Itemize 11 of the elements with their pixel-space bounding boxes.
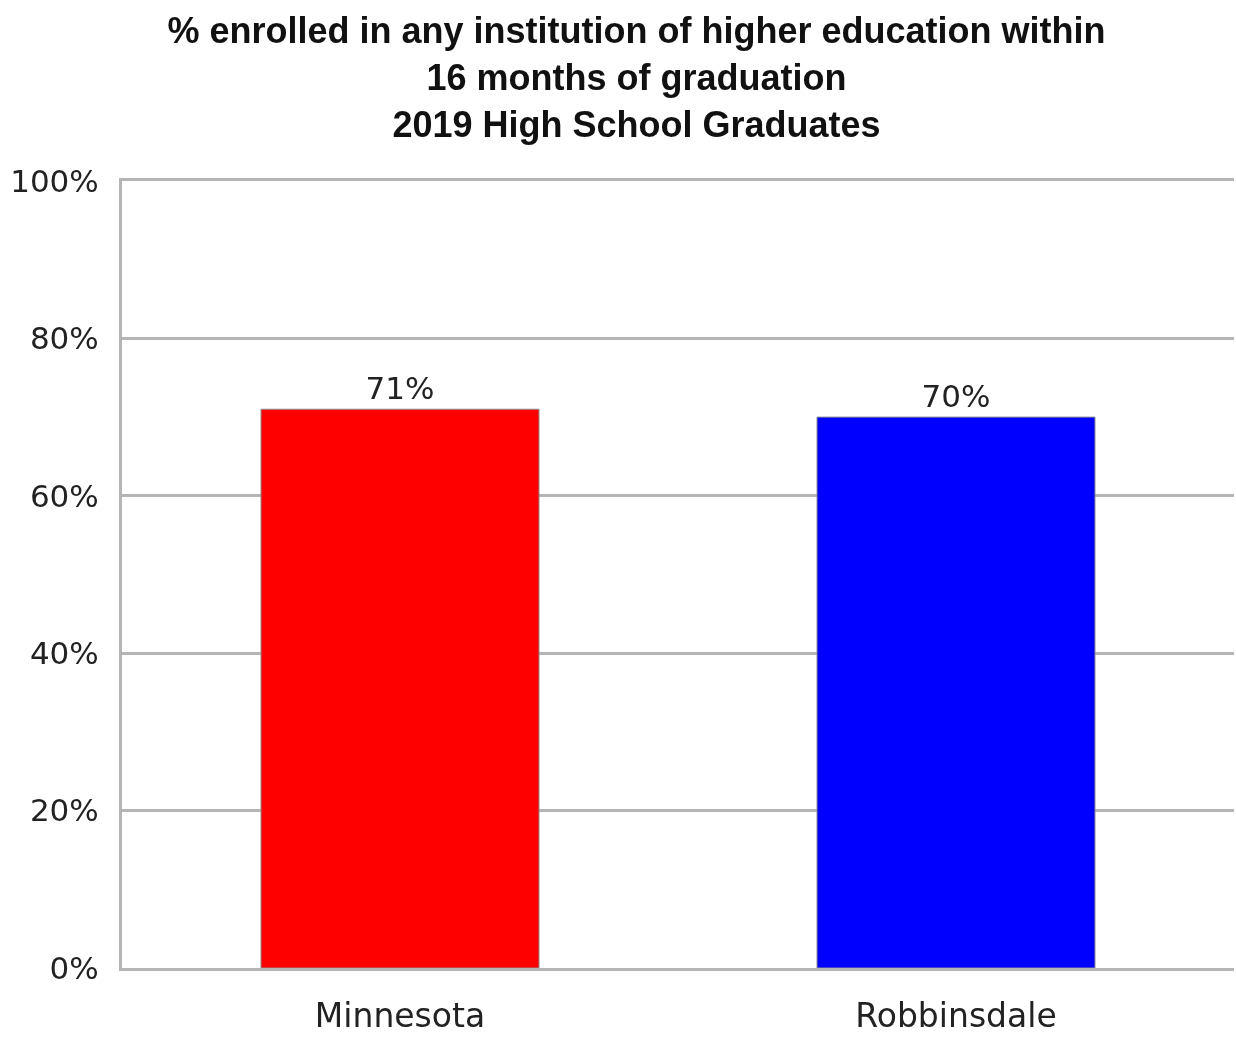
y-tick-label: 0% (49, 949, 99, 986)
data-label: 70% (921, 378, 991, 415)
y-tick-label: 80% (29, 320, 99, 357)
chart-title: % enrolled in any institution of higher education within 16 months of graduation 2019 High School Graduates (167, 10, 1106, 145)
x-tick-label: Minnesota (314, 995, 486, 1035)
x-tick-label: Robbinsdale (855, 995, 1057, 1035)
y-tick-label: 20% (29, 792, 99, 829)
y-tick-label: 60% (29, 477, 99, 514)
y-tick-label: 40% (29, 635, 99, 672)
data-label: 71% (365, 370, 435, 407)
y-tick-label: 100% (10, 162, 99, 199)
